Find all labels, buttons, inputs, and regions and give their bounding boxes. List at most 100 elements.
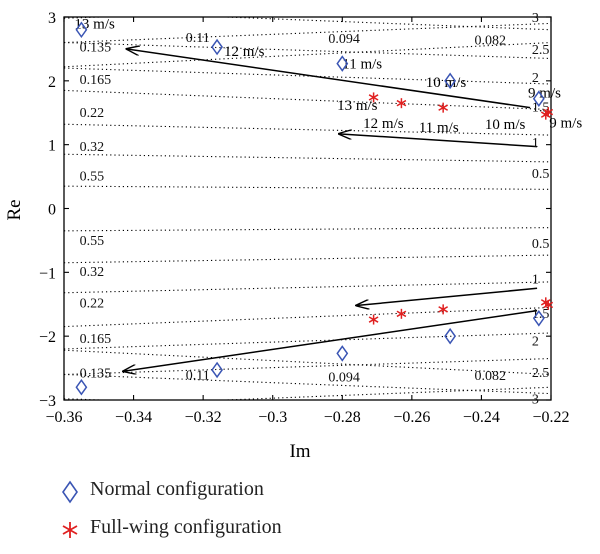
y-tick-label: 0: [48, 202, 56, 219]
damping-line: [64, 41, 551, 60]
grid-value-label: 0.11: [186, 31, 210, 46]
damping-line: [64, 373, 551, 395]
normal-config-point: [336, 345, 349, 362]
damping-line: [64, 185, 551, 190]
damping-line: [64, 306, 551, 328]
grid-value-label: 0.32: [80, 265, 105, 280]
full-wing-config-point: [438, 102, 449, 113]
legend-item-full-wing: Full-wing configuration: [60, 516, 480, 554]
grid-value-label: 1: [532, 273, 539, 288]
speed-annotation: 10 m/s: [485, 117, 526, 133]
grid-value-label: 0.55: [80, 234, 105, 249]
chart-legend: Normal configuration Full-wing configura…: [60, 478, 480, 554]
grid-value-label: 2.5: [532, 43, 550, 58]
x-tick-label: −0.3: [258, 409, 287, 426]
x-tick-label: −0.36: [45, 409, 82, 426]
full-wing-config-point: [368, 92, 379, 103]
x-tick-label: −0.34: [115, 409, 152, 426]
normal-config-point: [211, 38, 223, 56]
trend-arrows: [123, 49, 538, 372]
damping-line: [64, 22, 551, 44]
legend-label-full-wing: Full-wing configuration: [90, 516, 282, 538]
trend-arrow: [339, 134, 538, 148]
damping-line: [212, 386, 551, 400]
damping-line: [64, 254, 551, 264]
full-wing-config-point: [543, 107, 554, 118]
full-wing-config-point: [543, 299, 554, 310]
damping-line: [64, 67, 551, 85]
normal-config-point: [444, 72, 457, 90]
grid-value-label: 0.22: [80, 106, 105, 121]
root-locus-chart: −0.36 −0.34 −0.32 −0.3 −0.28 −0.26 −0.24 −0.22 −…: [4, 10, 582, 462]
normal-config-point: [532, 90, 545, 107]
speed-annotation: 13 m/s: [337, 98, 378, 114]
trend-arrow: [127, 49, 531, 109]
grid-value-label: 0.082: [474, 33, 506, 48]
speed-annotation: 9 m/s: [528, 85, 561, 101]
grid-value-label: 0.165: [80, 73, 112, 88]
full-wing-config-point: [396, 308, 407, 319]
speed-annotation: 12 m/s: [363, 116, 404, 132]
damping-line: [64, 89, 551, 111]
x-tick-label: −0.26: [393, 409, 430, 426]
damping-line: [64, 153, 551, 163]
legend-label-normal: Normal configuration: [90, 478, 264, 500]
y-tick-label: −2: [39, 329, 56, 346]
y-axis-label: Re: [4, 199, 25, 220]
grid-value-label: 0.135: [80, 40, 112, 55]
speed-annotation: 9 m/s: [549, 115, 582, 131]
grid-value-label: 1.5: [532, 100, 550, 115]
full-wing-config-point: [368, 314, 379, 325]
damping-line: [64, 41, 551, 68]
x-tick-label: −0.24: [463, 409, 500, 426]
full-wing-config-point: [396, 98, 407, 109]
x-tick-label: −0.28: [324, 409, 361, 426]
data-points: [75, 21, 554, 396]
grid-value-label: 0.5: [532, 237, 550, 252]
normal-config-point: [211, 361, 223, 379]
speed-annotation: 11 m/s: [419, 120, 459, 136]
asterisk-marker-icon: [62, 522, 78, 538]
normal-config-point: [336, 55, 349, 72]
y-tick-label: 3: [48, 10, 56, 27]
grid-value-label: 0.082: [474, 369, 506, 384]
y-tick-label: −1: [39, 265, 56, 282]
legend-item-normal: Normal configuration: [60, 478, 480, 516]
damping-line: [64, 357, 551, 376]
damping-line: [212, 17, 551, 31]
normal-config-point: [532, 310, 545, 327]
damping-grid-lines: [64, 17, 551, 400]
grid-value-label: 0.135: [80, 367, 112, 382]
grid-value-label: 3: [532, 11, 539, 26]
grid-value-label: 0.11: [186, 368, 210, 383]
normal-config-point: [444, 327, 457, 345]
trend-arrow: [123, 309, 538, 372]
speed-annotation: 11 m/s: [342, 57, 382, 73]
grid-value-label: 0.5: [532, 167, 550, 182]
grid-value-label: 2: [532, 335, 539, 350]
full-wing-config-point: [438, 304, 449, 315]
grid-value-label: 1: [532, 136, 539, 151]
x-tick-label: −0.32: [185, 409, 222, 426]
damping-line: [64, 123, 551, 136]
damping-line: [64, 281, 551, 294]
grid-value-label: 0.22: [80, 296, 105, 311]
trend-arrow: [356, 287, 538, 305]
damping-line: [64, 17, 116, 19]
y-tick-label: 2: [48, 74, 56, 91]
grid-value-label: 0.165: [80, 332, 112, 347]
y-tick-label: −3: [39, 393, 56, 410]
grid-value-label: 2.5: [532, 366, 550, 381]
x-tick-label: −0.22: [532, 409, 569, 426]
grid-value-label: 0.094: [328, 370, 360, 385]
grid-value-label: 0.32: [80, 140, 105, 155]
plot-frame: [63, 16, 552, 401]
grid-value-labels: 0.135 0.165 0.22 0.32 0.55 0.55 0.32 0.22 0.165 0…: [80, 11, 550, 408]
damping-line: [64, 332, 551, 350]
damping-line: [64, 349, 551, 376]
damping-line: [64, 227, 551, 232]
normal-config-point: [75, 21, 88, 39]
diamond-marker-icon: [62, 480, 78, 504]
grid-value-label: 0.55: [80, 169, 105, 184]
grid-value-label: 0.094: [328, 32, 360, 47]
